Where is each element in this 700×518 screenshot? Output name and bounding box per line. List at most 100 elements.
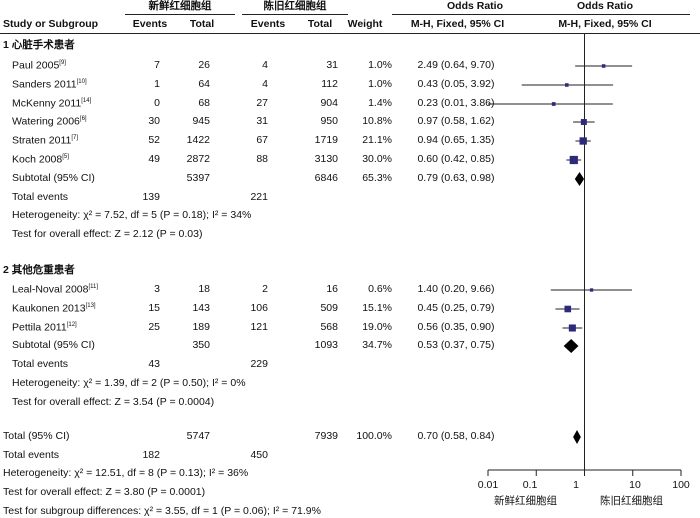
total-events-events1: 182 [142,449,160,461]
overall-effect-text: Test for overall effect: Z = 2.12 (P = 0… [12,228,203,240]
study-events1: 49 [148,153,160,165]
total-events-events1: 43 [148,358,160,370]
study-name: Koch 2008[5] [12,153,69,166]
study-ci: 0.56 (0.35, 0.90) [417,321,495,333]
study-total1: 2872 [186,153,210,165]
or-title-left: Odds Ratio [446,0,503,12]
study-reference: [11] [88,284,99,290]
axis-left-label: 新鲜红细胞组 [494,495,557,507]
group1-header: 新鲜红细胞组 [148,0,212,12]
study-total2: 3130 [314,153,338,165]
axis-tick-label: 0.01 [477,479,499,491]
study-events2: 106 [250,302,268,314]
study-name: Sanders 2011[10] [12,78,87,91]
study-square [551,102,556,106]
study-name: Leal-Noval 2008[11] [12,283,99,296]
or-underline-right [520,14,690,15]
total-events-events2: 221 [250,191,268,203]
study-events1: 7 [154,59,160,71]
study-weight: 10.8% [362,115,392,127]
study-total2: 568 [320,321,338,333]
study-name: Kaukonen 2013[13] [12,302,96,315]
axis-tick-label: 100 [672,479,690,491]
study-reference: [10] [76,79,87,85]
footer-subgroup-test: Test for subgroup differences: χ² = 3.55… [3,505,321,517]
subtotal-total2: 6846 [314,172,338,184]
total-total1: 5747 [186,430,210,442]
total-label: Total (95% CI) [3,430,70,442]
heterogeneity-text: Heterogeneity: χ² = 7.52, df = 5 (P = 0.… [12,209,252,221]
study-reference: [6] [79,116,87,122]
total-events-label: Total events [3,449,60,461]
study-total2: 509 [320,302,338,314]
subtotal-ci: 0.53 (0.37, 0.75) [417,339,495,351]
study-square [568,324,576,332]
total-events-events1: 139 [142,191,160,203]
subtotal-ci: 0.79 (0.63, 0.98) [417,172,495,184]
study-ci: 0.45 (0.25, 0.79) [417,302,495,314]
subtotal-label: Subtotal (95% CI) [12,172,95,184]
study-reference: [14] [81,98,92,104]
subtotal-total1: 350 [192,339,210,351]
study-weight: 1.4% [368,97,392,109]
axis-tick-label: 0.1 [522,479,538,491]
axis-tick-label: 10 [629,479,641,491]
study-events2: 67 [256,134,268,146]
study-name: Paul 2005[9] [12,59,66,72]
study-ci: 2.49 (0.64, 9.70) [417,59,495,71]
study-ci: 0.97 (0.58, 1.62) [417,115,495,127]
pooled-diamond [563,339,579,353]
study-events1: 15 [148,302,160,314]
study-events2: 27 [256,97,268,109]
study-total2: 112 [321,78,338,90]
study-total1: 945 [192,115,210,127]
study-total2: 904 [320,97,338,109]
footer-heterogeneity: Heterogeneity: χ² = 12.51, df = 8 (P = 0… [3,467,249,479]
study-total2: 950 [320,115,338,127]
study-total1: 68 [198,97,210,109]
subtotal-total1: 5397 [186,172,210,184]
study-weight: 19.0% [362,321,392,333]
total-events-label: Total events [12,191,69,203]
study-square [579,137,587,145]
study-reference: [12] [66,322,77,328]
subtotal-total2: 1093 [314,339,338,351]
study-total1: 18 [198,283,210,295]
study-total2: 1719 [314,134,338,146]
events-header-2: Events [250,18,286,30]
study-reference: [13] [85,303,96,309]
study-name: Straten 2011[7] [12,134,79,147]
study-reference: [7] [71,135,79,141]
subtotal-weight: 65.3% [362,172,392,184]
or-underline-left [392,14,522,15]
group2-underline [242,14,348,15]
study-ci: 0.23 (0.01, 3.86) [417,97,495,109]
study-square [565,83,569,87]
study-events2: 88 [256,153,268,165]
total-ci: 0.70 (0.58, 0.84) [417,430,495,442]
study-total1: 64 [198,78,210,90]
study-total2: 31 [326,59,338,71]
study-events2: 121 [250,321,268,333]
study-ci: 0.43 (0.05, 3.92) [417,78,495,90]
study-square [569,155,578,165]
study-events2: 4 [262,78,268,90]
study-weight: 21.1% [362,134,392,146]
study-events2: 2 [262,283,268,295]
study-ci: 0.60 (0.42, 0.85) [417,153,495,165]
study-square [564,305,572,313]
study-reference: [5] [62,154,69,160]
total-events-events2: 229 [250,358,268,370]
pooled-diamond [574,172,585,186]
study-weight: 15.1% [362,302,392,314]
total-total2: 7939 [314,430,338,442]
study-events1: 30 [148,115,160,127]
total-events-label: Total events [12,358,69,370]
heterogeneity-text: Heterogeneity: χ² = 1.39, df = 2 (P = 0.… [12,377,246,389]
study-reference: [9] [59,60,66,66]
or-method-right: M-H, Fixed, 95% CI [558,18,652,30]
total-header-1: Total [189,18,215,30]
study-events1: 1 [154,78,160,90]
study-name: Pettila 2011[12] [12,321,77,334]
